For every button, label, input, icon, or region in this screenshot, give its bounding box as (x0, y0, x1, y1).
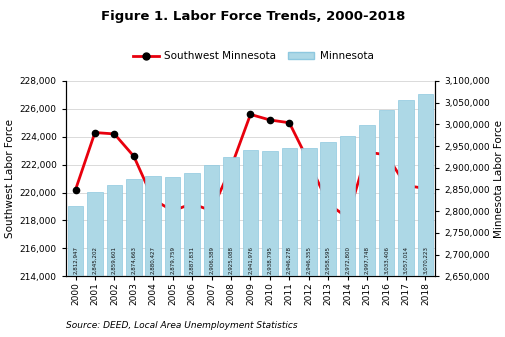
Bar (378, 110, 393, 337)
Text: Source: DEED, Local Area Unemployment Statistics: Source: DEED, Local Area Unemployment St… (66, 321, 297, 330)
Bar (107, 185, 122, 337)
Text: 2,946,278: 2,946,278 (286, 246, 291, 274)
Text: 2,887,831: 2,887,831 (189, 246, 194, 274)
Bar (300, 148, 316, 337)
Bar (204, 165, 219, 337)
Text: 2,946,355: 2,946,355 (306, 246, 311, 274)
Text: 2,972,800: 2,972,800 (344, 246, 349, 274)
Text: 3,033,406: 3,033,406 (383, 246, 388, 274)
Bar (320, 142, 335, 337)
Bar (262, 151, 277, 337)
Bar (397, 99, 413, 337)
Text: 3,057,014: 3,057,014 (402, 246, 408, 274)
Text: 2,879,759: 2,879,759 (170, 246, 175, 274)
Text: 2,859,601: 2,859,601 (112, 246, 117, 274)
Bar (339, 136, 355, 337)
Bar (87, 191, 103, 337)
Text: 2,874,663: 2,874,663 (131, 246, 136, 274)
Bar (359, 125, 374, 337)
Text: 2,941,976: 2,941,976 (247, 246, 252, 274)
Bar (165, 177, 180, 337)
Text: 2,938,795: 2,938,795 (267, 246, 272, 274)
Bar (242, 150, 258, 337)
Bar (417, 94, 432, 337)
Text: 2,880,427: 2,880,427 (150, 246, 156, 274)
Text: 2,845,202: 2,845,202 (92, 246, 97, 274)
Bar (126, 179, 141, 337)
Text: 2,812,947: 2,812,947 (73, 246, 78, 274)
Bar (223, 157, 238, 337)
Text: Figure 1. Labor Force Trends, 2000-2018: Figure 1. Labor Force Trends, 2000-2018 (100, 10, 405, 23)
Bar (145, 176, 161, 337)
Bar (184, 173, 199, 337)
Text: 2,925,088: 2,925,088 (228, 246, 233, 274)
Legend: Southwest Minnesota, Minnesota: Southwest Minnesota, Minnesota (128, 47, 377, 66)
Bar (281, 148, 296, 337)
Text: 3,070,223: 3,070,223 (422, 246, 427, 274)
Text: 2,906,389: 2,906,389 (209, 246, 214, 274)
Y-axis label: Minnesota Labor Force: Minnesota Labor Force (493, 120, 503, 238)
Y-axis label: Southwest Labor Force: Southwest Labor Force (6, 119, 16, 238)
Text: 2,958,595: 2,958,595 (325, 246, 330, 274)
Bar (68, 206, 83, 337)
Text: 2,997,748: 2,997,748 (364, 246, 369, 274)
